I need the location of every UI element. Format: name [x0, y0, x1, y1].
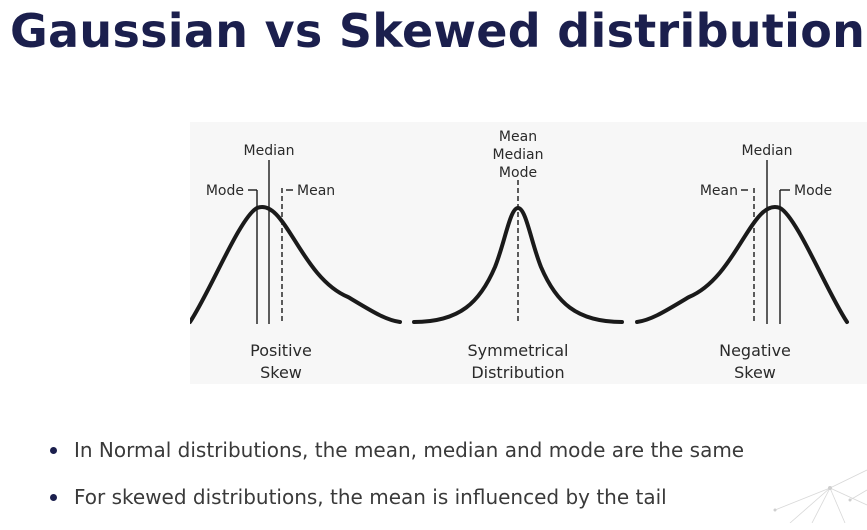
negative-skew-label-line1: Negative	[719, 341, 791, 360]
positive-mode-label: Mode	[206, 183, 244, 199]
slide-title: Gaussian vs Skewed distributions	[10, 4, 867, 58]
symmetrical-label-line1: Symmetrical	[468, 341, 569, 360]
negative-median-label: Median	[742, 143, 793, 159]
negative-mean-label: Mean	[700, 183, 738, 199]
negative-skew-panel: Mean Median Mode Negative Skew	[635, 143, 849, 382]
bullet-item: In Normal distributions, the mean, media…	[48, 436, 744, 464]
bullet-text: In Normal distributions, the mean, media…	[74, 438, 745, 462]
symmetrical-mean-label: Mean	[499, 129, 537, 145]
negative-mode-label: Mode	[794, 183, 832, 199]
bullet-list: In Normal distributions, the mean, media…	[48, 436, 744, 530]
positive-mean-label: Mean	[297, 183, 335, 199]
bullet-item: For skewed distributions, the mean is in…	[48, 483, 744, 511]
distribution-diagram: Mode Median Mean Positive Skew Mean Medi…	[190, 129, 849, 382]
symmetrical-label-line2: Distribution	[471, 363, 564, 382]
positive-median-label: Median	[244, 143, 295, 159]
distribution-figure: Mode Median Mean Positive Skew Mean Medi…	[190, 122, 867, 384]
positive-skew-label-line2: Skew	[260, 363, 302, 382]
negative-skew-label-line2: Skew	[734, 363, 776, 382]
positive-skew-label-line1: Positive	[250, 341, 312, 360]
positive-skew-panel: Mode Median Mean Positive Skew	[190, 143, 402, 382]
symmetrical-median-label: Median	[493, 147, 544, 163]
symmetrical-panel: Mean Median Mode Symmetrical Distributio…	[412, 129, 624, 382]
symmetrical-mode-label: Mode	[499, 165, 537, 181]
positive-skew-curve	[190, 205, 402, 324]
bullet-dot-icon	[50, 447, 57, 454]
bullet-text: For skewed distributions, the mean is in…	[74, 485, 667, 509]
bullet-dot-icon	[50, 494, 57, 501]
